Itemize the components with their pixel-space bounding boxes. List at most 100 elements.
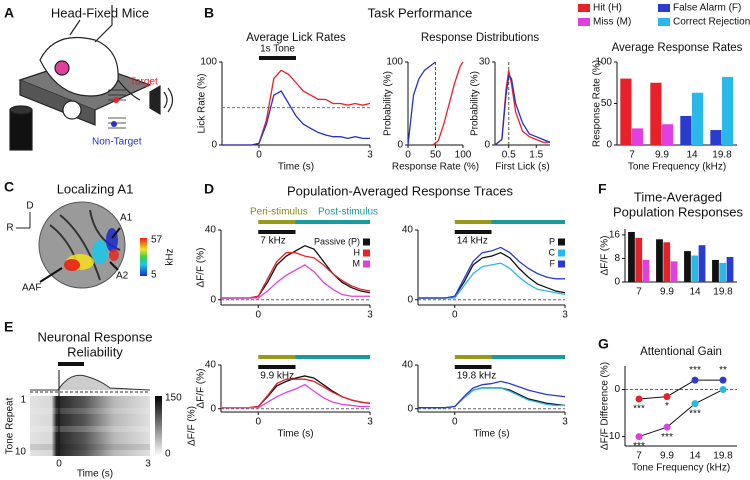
x-tick-label: 7 <box>636 287 642 298</box>
panel-letter: A <box>4 5 14 21</box>
legend-label: M <box>353 258 361 268</box>
bar <box>620 78 632 145</box>
tone-bar <box>258 365 296 369</box>
y-axis-label: ΔF/F (%) <box>196 247 207 287</box>
peri-window <box>454 220 492 224</box>
line-series <box>418 246 565 299</box>
area-label: A1 <box>120 213 133 224</box>
x-tick-label: 3 <box>562 417 568 428</box>
panel-letter: D <box>204 181 214 197</box>
x-tick-label: 7 <box>629 150 635 161</box>
y-tick-label: 100 <box>200 57 217 68</box>
y-tick-label: 40 <box>402 360 414 371</box>
tone-label: 19.8 kHz <box>457 371 496 382</box>
point <box>635 433 643 441</box>
label-target: Target <box>130 77 158 88</box>
tone-bar <box>454 230 492 234</box>
colorbar <box>140 238 147 276</box>
significance-label: *** <box>633 404 645 415</box>
y-axis-label: Response Rate (%) <box>592 60 603 147</box>
bar <box>635 237 643 282</box>
legend-swatch <box>363 238 370 246</box>
legend-swatch <box>558 238 565 246</box>
x-tick-label: 3 <box>367 417 373 428</box>
line-series <box>418 387 565 409</box>
legend-label: Miss (M) <box>593 17 631 28</box>
y-tick-label: 30 <box>479 57 491 68</box>
tone-bar <box>258 230 296 234</box>
x-tick-label: 9.9 <box>660 287 674 298</box>
panel-title: Population-Averaged Response Traces <box>287 183 513 198</box>
y-tick-label: 0 <box>484 140 490 151</box>
line-series <box>638 389 724 438</box>
x-axis-label: Tone Frequency (kHz) <box>628 162 726 173</box>
x-tick-label: 19.8 <box>713 451 733 462</box>
x-tick-label: 0 <box>255 417 261 428</box>
significance-label: ** <box>719 365 727 376</box>
row-label: 1 <box>20 395 26 406</box>
colorbar-label: ΔF/F (%) <box>187 406 198 446</box>
tone-bar <box>259 56 296 60</box>
chart-title: Response Distributions <box>421 32 540 44</box>
brain-image <box>16 201 126 289</box>
orientation-label: D <box>26 201 33 212</box>
x-tick-label: 9.9 <box>660 451 674 462</box>
x-tick-label: 3 <box>562 310 568 321</box>
row-label: 10 <box>15 447 27 458</box>
significance-label: *** <box>633 441 645 452</box>
point <box>663 423 671 431</box>
line-series <box>432 61 464 146</box>
bar <box>692 92 704 145</box>
bar <box>719 262 727 282</box>
y-tick-label: 40 <box>205 360 217 371</box>
y-tick-label: 0 <box>614 384 620 395</box>
bar <box>726 256 734 282</box>
x-tick-label: 3 <box>367 310 373 321</box>
y-tick-label: 8 <box>614 253 620 264</box>
tone-label: 7 kHz <box>260 236 286 247</box>
y-axis-label: ΔF/F Difference (%) <box>600 362 611 450</box>
y-tick-label: 0 <box>211 140 217 151</box>
legend-label: C <box>549 247 556 257</box>
x-tick-label: 0 <box>56 459 62 470</box>
line-series <box>221 375 371 409</box>
peri-window <box>454 355 492 359</box>
x-tick-label: 100 <box>455 150 472 161</box>
x-tick-label: 0 <box>452 310 458 321</box>
y-tick-label: 40 <box>205 225 217 236</box>
line-series <box>222 90 370 146</box>
y-axis-label: Lick Rate (%) <box>197 73 208 133</box>
x-tick-label: 0 <box>255 310 261 321</box>
point <box>691 400 699 408</box>
y-tick-label: 40 <box>402 225 414 236</box>
reliability-image <box>30 362 162 456</box>
legend-swatch <box>363 260 370 268</box>
post-label: Post-stimulus <box>318 207 378 218</box>
point <box>691 376 699 384</box>
y-tick-label: 0 <box>397 140 403 151</box>
bar <box>698 245 706 282</box>
y-tick-label: 100 <box>386 57 403 68</box>
point <box>719 386 727 394</box>
x-tick-label: 9.9 <box>655 150 669 161</box>
tone-label: 9.9 kHz <box>260 371 294 382</box>
significance-label: *** <box>689 408 701 419</box>
x-axis-label: Response Rate (%) <box>392 162 479 173</box>
legend-label: H <box>354 247 361 257</box>
colorbar-label: 5 <box>151 270 157 281</box>
legend-label: Hit (H) <box>593 3 622 14</box>
y-tick-label: 0 <box>210 403 216 414</box>
y-tick-label: 0 <box>614 277 620 288</box>
bar <box>712 259 719 282</box>
note-icon <box>111 121 117 127</box>
y-tick-label: 0 <box>606 140 612 151</box>
bar <box>642 259 650 282</box>
tone-bar <box>454 365 492 369</box>
chart-title: Average Response Rates <box>612 42 743 54</box>
x-tick-label: 0 <box>256 150 262 161</box>
y-axis-label: Probability (%) <box>383 71 394 136</box>
y-tick-label: 50 <box>601 98 613 109</box>
legend-label: P <box>549 236 555 246</box>
line-series <box>418 380 566 409</box>
